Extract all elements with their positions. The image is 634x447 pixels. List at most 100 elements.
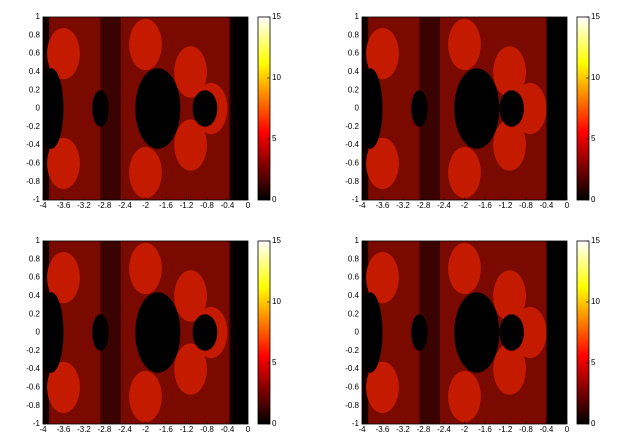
x-tick-label: 0 <box>246 201 251 210</box>
colorbar-tick-label: 0 <box>272 195 277 204</box>
y-tick-label: 0.2 <box>29 309 41 318</box>
x-tick-label: -2 <box>461 425 469 434</box>
x-tick-label: -3.6 <box>376 201 390 210</box>
colorbar-tick-label: 10 <box>591 297 600 306</box>
y-tick-label: 0.2 <box>29 85 41 94</box>
right-strip <box>546 241 567 424</box>
patch <box>366 251 399 304</box>
heatmap-image <box>43 241 248 424</box>
y-tick-label: 1 <box>355 236 360 245</box>
x-tick-label: -2.4 <box>118 425 132 434</box>
hole <box>192 314 218 351</box>
hole <box>135 292 181 373</box>
x-tick-label: -3.2 <box>396 425 410 434</box>
x-tick-label: -2 <box>461 201 469 210</box>
heatmap-image <box>43 17 248 200</box>
y-tick-label: -1 <box>352 195 360 204</box>
y-tick-label: 0.8 <box>348 30 360 39</box>
x-tick-label: -3.2 <box>77 201 91 210</box>
hole <box>43 68 64 149</box>
colorbar-tick-label: 0 <box>272 419 277 428</box>
colorbar <box>576 16 590 201</box>
right-strip <box>546 17 567 200</box>
x-tick-label: -2.4 <box>437 425 451 434</box>
y-tick-label: 0.2 <box>348 309 360 318</box>
y-tick-label: -0.2 <box>26 122 40 131</box>
colorbar-tick-label: 10 <box>272 73 281 82</box>
band <box>100 17 121 200</box>
patch <box>47 251 80 304</box>
x-tick-label: -2.8 <box>98 201 112 210</box>
y-tick-label: -0.8 <box>345 177 359 186</box>
subplot: -4 -3.6 -3.2 -2.8 -2.4 -2 -1.6 -1.2 -0.8 -0.4 0 -1 -… <box>26 12 281 210</box>
x-tick-label: 0 <box>565 201 570 210</box>
band <box>419 17 440 200</box>
hole <box>92 90 109 127</box>
patch <box>174 343 208 395</box>
patch <box>448 18 481 71</box>
y-tick-label: 0 <box>36 104 41 113</box>
patch <box>448 242 481 295</box>
patch <box>366 361 399 414</box>
patch <box>129 242 162 295</box>
colorbar-tick-label: 0 <box>591 419 596 428</box>
x-tick-label: -1.2 <box>499 201 513 210</box>
patch <box>129 146 162 199</box>
colorbar <box>576 240 590 425</box>
y-tick-label: -0.2 <box>345 122 359 131</box>
x-tick-label: -2 <box>142 201 150 210</box>
colorbar-tick-label: 0 <box>591 195 596 204</box>
right-strip <box>233 17 248 200</box>
y-tick-label: 0.6 <box>348 273 360 282</box>
y-tick-label: 0.8 <box>29 254 41 263</box>
y-tick-label: 1 <box>36 12 41 21</box>
x-tick-label: -4 <box>39 425 47 434</box>
patch <box>47 361 80 414</box>
y-tick-label: 0.4 <box>29 291 41 300</box>
x-tick-label: -3.6 <box>57 201 71 210</box>
colorbar-tick-label: 15 <box>272 12 281 21</box>
patch <box>366 27 399 80</box>
y-tick-label: -0.4 <box>26 364 40 373</box>
y-tick-label: 0 <box>36 328 41 337</box>
colorbar-tick-label: 5 <box>272 358 277 367</box>
patch <box>174 46 208 98</box>
y-tick-label: 0.2 <box>348 85 360 94</box>
colorbar-tick-label: 5 <box>591 134 596 143</box>
y-tick-label: 0.4 <box>29 67 41 76</box>
y-tick-label: 0.8 <box>348 254 360 263</box>
subplot: -4 -3.6 -3.2 -2.8 -2.4 -2 -1.6 -1.2 -0.8 -0.4 0 -1 -… <box>26 236 281 434</box>
colorbar-tick-label: 15 <box>272 236 281 245</box>
x-tick-label: -1.6 <box>159 425 173 434</box>
y-tick-label: -0.4 <box>345 140 359 149</box>
patch <box>493 343 526 395</box>
x-tick-label: -1.6 <box>159 201 173 210</box>
y-tick-label: 1 <box>36 236 41 245</box>
patch <box>129 18 162 71</box>
hole <box>411 90 428 127</box>
y-tick-label: 1 <box>355 12 360 21</box>
hole <box>499 90 524 127</box>
y-tick-label: -0.6 <box>26 383 40 392</box>
x-tick-label: -0.4 <box>221 201 235 210</box>
y-tick-label: -1 <box>33 419 41 428</box>
y-tick-label: 0 <box>355 104 360 113</box>
y-tick-label: -0.8 <box>26 177 40 186</box>
hole <box>43 292 64 373</box>
x-tick-label: -4 <box>358 425 366 434</box>
patch <box>448 370 481 423</box>
x-tick-label: -1.2 <box>180 425 194 434</box>
colorbar-tick-label: 10 <box>591 73 600 82</box>
hole <box>454 68 500 149</box>
x-tick-label: -2.4 <box>437 201 451 210</box>
y-tick-label: -0.8 <box>26 401 40 410</box>
y-tick-label: -0.4 <box>26 140 40 149</box>
patch <box>513 306 547 359</box>
x-tick-label: -1.6 <box>478 201 492 210</box>
patch <box>448 146 481 199</box>
right-strip <box>233 241 248 424</box>
y-tick-label: -1 <box>352 419 360 428</box>
colorbar-tick-label: 10 <box>272 297 281 306</box>
x-tick-label: -0.8 <box>519 425 533 434</box>
